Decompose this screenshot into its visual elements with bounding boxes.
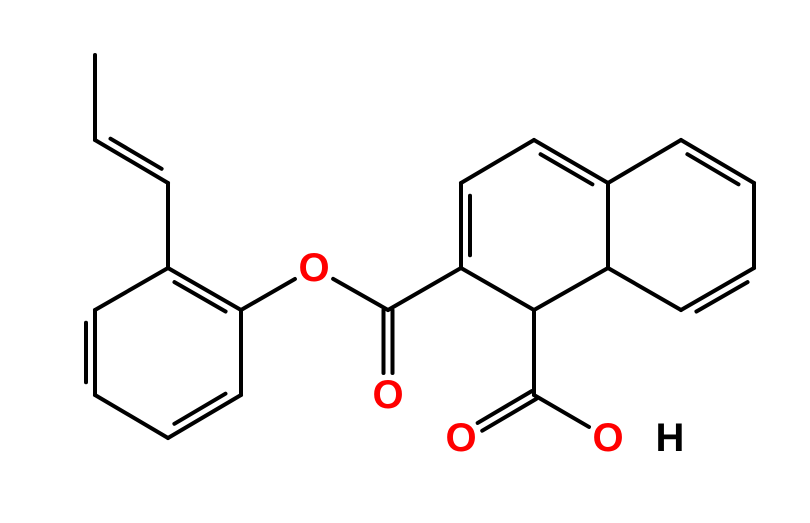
bond bbox=[534, 140, 608, 183]
atom-o-label: O bbox=[298, 246, 329, 290]
bond bbox=[241, 279, 295, 310]
atom-o-label: O bbox=[445, 416, 476, 460]
bond bbox=[388, 268, 461, 310]
bond bbox=[534, 268, 608, 310]
bond bbox=[608, 140, 681, 183]
bond bbox=[168, 395, 241, 438]
atom-o-label: O bbox=[372, 373, 403, 417]
bond bbox=[95, 395, 168, 438]
bond bbox=[534, 395, 589, 427]
bond bbox=[461, 268, 534, 310]
bond bbox=[461, 140, 534, 183]
bond bbox=[95, 140, 168, 183]
atom-h-label: H bbox=[656, 416, 685, 460]
bond bbox=[681, 268, 754, 310]
molecule-diagram: OOOOH bbox=[0, 0, 810, 523]
bond bbox=[333, 279, 388, 310]
bond bbox=[681, 140, 754, 183]
bond bbox=[95, 268, 168, 310]
atom-o-label: O bbox=[592, 416, 623, 460]
bond bbox=[608, 268, 681, 310]
bond bbox=[168, 268, 241, 310]
